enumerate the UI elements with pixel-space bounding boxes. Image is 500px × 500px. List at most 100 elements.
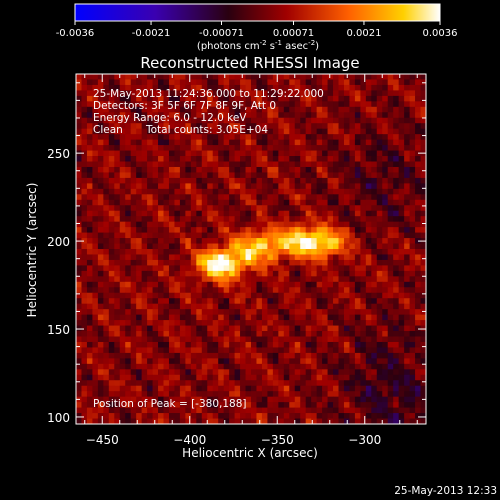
heatmap-cell [125,358,132,365]
heatmap-cell [174,391,181,398]
heatmap-cell [92,309,99,316]
heatmap-cell [300,413,307,419]
heatmap-cell [365,90,372,97]
heatmap-cell [409,385,416,392]
heatmap-cell [387,227,394,233]
heatmap-cell [223,156,230,162]
heatmap-cell [267,249,274,255]
heatmap-cell [196,352,203,359]
heatmap-cell [196,254,203,261]
heatmap-cell [267,254,274,261]
heatmap-cell [365,292,372,299]
heatmap-cell [86,166,93,173]
heatmap-cell [114,380,121,387]
heatmap-cell [316,309,323,316]
heatmap-cell [179,79,186,86]
heatmap-cell [387,232,394,239]
heatmap-cell [415,216,421,223]
heatmap-cell [256,238,263,244]
heatmap-cell [92,243,99,250]
heatmap-cell [136,156,143,162]
heatmap-cell [420,347,426,354]
heatmap-cell [136,303,143,310]
heatmap-cell [240,314,246,321]
heatmap-cell [278,210,285,217]
heatmap-cell [338,238,345,244]
heatmap-cell [278,156,285,162]
heatmap-cell [393,221,400,228]
heatmap-cell [360,139,367,146]
heatmap-cell [114,298,121,305]
heatmap-cell [365,303,372,310]
heatmap-cell [207,249,214,255]
heatmap-cell [212,407,219,414]
heatmap-cell [136,232,143,239]
heatmap-cell [207,314,214,321]
heatmap-cell [343,347,350,354]
heatmap-cell [141,194,148,201]
heatmap-cell [119,374,126,381]
heatmap-cell [81,123,88,130]
heatmap-cell [415,363,421,370]
heatmap-cell [251,407,257,414]
heatmap-cell [316,139,323,146]
heatmap-cell [218,254,225,261]
heatmap-cell [327,358,334,365]
heatmap-cell [333,325,339,332]
heatmap-cell [365,380,372,387]
heatmap-cell [103,407,110,414]
heatmap-cell [86,407,93,414]
heatmap-cell [294,112,301,119]
heatmap-cell [415,352,421,359]
heatmap-cell [223,418,230,424]
heatmap-cell [300,221,307,228]
heatmap-cell [245,287,252,294]
heatmap-cell [141,227,148,233]
heatmap-cell [179,106,186,113]
heatmap-cell [283,106,290,113]
heatmap-cell [86,221,93,228]
heatmap-cell [338,95,345,102]
heatmap-cell [409,281,416,288]
heatmap-cell [272,90,279,97]
heatmap-cell [289,298,296,305]
heatmap-cell [398,276,405,283]
heatmap-cell [158,199,164,206]
heatmap-cell [114,199,121,206]
x-axis-label: Heliocentric X (arcsec) [182,446,318,460]
heatmap-cell [316,352,323,359]
heatmap-cell [349,358,356,365]
heatmap-cell [86,79,93,86]
heatmap-cell [283,369,290,376]
heatmap-cell [76,380,82,387]
heatmap-cell [409,139,416,146]
heatmap-cell [409,380,416,387]
heatmap-cell [212,106,219,113]
heatmap-cell [382,150,389,157]
heatmap-cell [305,112,312,119]
heatmap-cell [294,380,301,387]
heatmap-cell [333,407,339,414]
heatmap-cell [158,221,164,228]
heatmap-cell [179,134,186,141]
heatmap-cell [305,194,312,201]
heatmap-cell [338,221,345,228]
heatmap-cell [300,74,307,80]
heatmap-cell [130,150,137,157]
heatmap-cell [174,254,181,261]
heatmap-cell [190,112,197,119]
heatmap-cell [125,194,132,201]
heatmap-cell [376,374,383,381]
heatmap-cell [354,205,361,212]
heatmap-cell [327,194,334,201]
heatmap-cell [387,303,394,310]
heatmap-cell [256,177,263,184]
heatmap-cell [316,385,323,392]
heatmap-cell [81,292,88,299]
heatmap-cell [174,270,181,277]
heatmap-cell [333,396,339,403]
heatmap-cell [234,227,241,233]
heatmap-cell [223,385,230,392]
heatmap-cell [333,358,339,365]
heatmap-cell [168,380,175,387]
